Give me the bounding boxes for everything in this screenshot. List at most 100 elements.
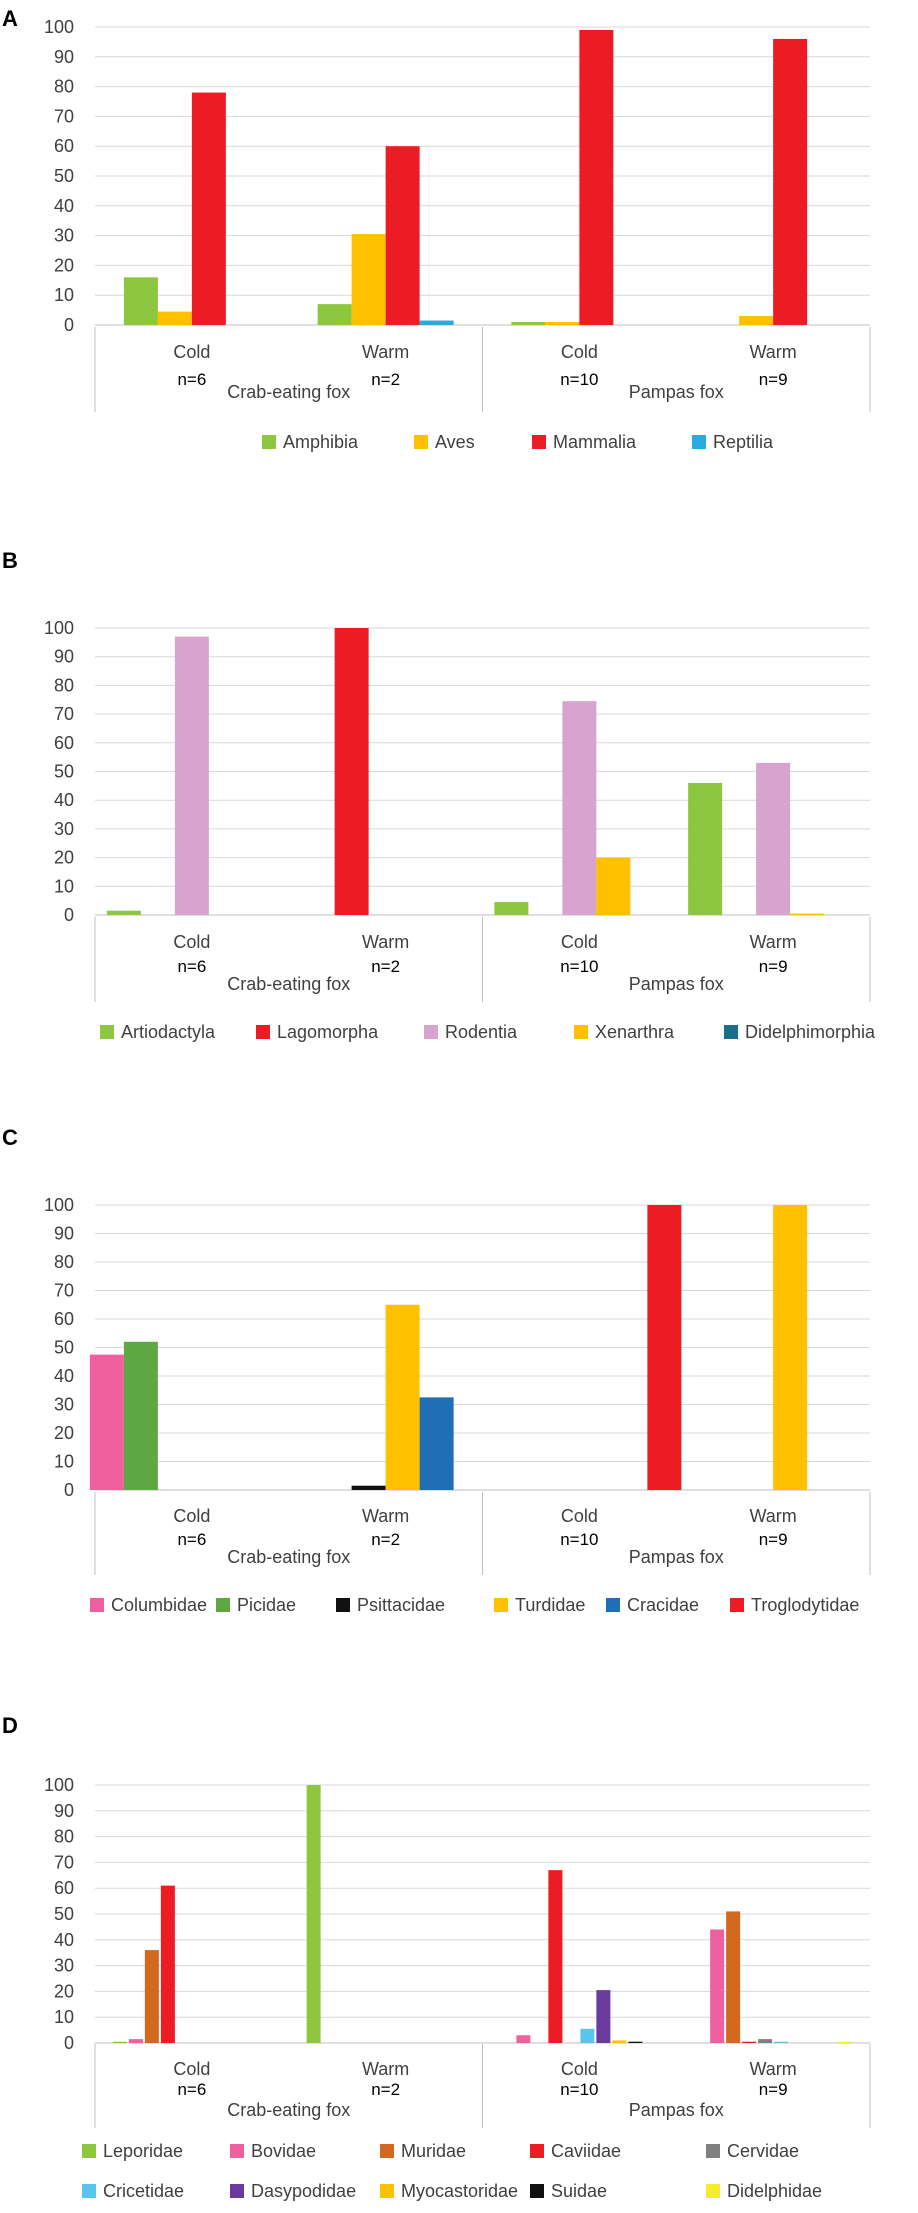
category-label: Cold (173, 2059, 210, 2079)
chart-svg-b: B 0 10 20 30 40 50 60 70 80 90 100 Cold n=6 Warm n=2 Col… (2, 548, 876, 1042)
legend-swatch-cricetidae (82, 2184, 96, 2198)
y-tick-label: 70 (54, 704, 74, 724)
panel-b: B 0 10 20 30 40 50 60 70 80 90 100 Cold n=6 Warm n=2 Col… (0, 540, 918, 1060)
y-tick-label: 50 (54, 762, 74, 782)
bar-caviidae-0 (160, 1885, 175, 2043)
y-tick-label: 50 (54, 1904, 74, 1924)
bar-reptilia-1 (419, 320, 454, 325)
sample-size-label: n=2 (371, 957, 400, 976)
panel-letter-d: D (2, 1713, 18, 1738)
y-tick-label: 10 (54, 876, 74, 896)
legend-swatch-aves (414, 435, 428, 449)
legend-swatch-leporidae (82, 2144, 96, 2158)
y-tick-label: 80 (54, 1252, 74, 1272)
category-label: Warm (362, 342, 409, 362)
bar-rodentia-2 (562, 701, 597, 915)
bar-leporidae-1 (306, 1785, 321, 2043)
y-tick-label: 100 (44, 618, 74, 638)
y-tick-label: 80 (54, 1827, 74, 1847)
legend-label-artiodactyla: Artiodactyla (121, 1022, 216, 1042)
legend-label-aves: Aves (435, 432, 475, 452)
bar-aves-1 (351, 234, 386, 325)
y-tick-label: 50 (54, 166, 74, 186)
legend-swatch-cervidae (706, 2144, 720, 2158)
legend-swatch-didelphidae (706, 2184, 720, 2198)
legend-swatch-lagomorpha (256, 1025, 270, 1039)
group-label: Crab-eating fox (227, 1547, 350, 1567)
legend-label-cracidae: Cracidae (627, 1595, 699, 1615)
bar-turdidae-1 (385, 1304, 420, 1490)
y-tick-label: 60 (54, 733, 74, 753)
legend-label-suidae: Suidae (551, 2181, 607, 2201)
y-tick-label: 60 (54, 136, 74, 156)
sample-size-label: n=9 (759, 957, 788, 976)
legend-swatch-cracidae (606, 1598, 620, 1612)
bar-amphibia-1 (317, 304, 352, 325)
bar-cricetidae-3 (774, 2041, 789, 2043)
y-tick-label: 80 (54, 77, 74, 97)
y-tick-label: 10 (54, 1452, 74, 1472)
category-label: Cold (173, 1506, 210, 1526)
category-label: Cold (561, 342, 598, 362)
y-tick-label: 20 (54, 1981, 74, 2001)
bar-mammalia-1 (385, 146, 420, 325)
group-label: Pampas fox (629, 2100, 724, 2120)
y-tick-label: 0 (64, 1480, 74, 1500)
y-tick-label: 20 (54, 848, 74, 868)
bar-bovidae-2 (516, 2035, 531, 2043)
legend-swatch-muridae (380, 2144, 394, 2158)
legend-label-psittacidae: Psittacidae (357, 1595, 445, 1615)
sample-size-label: n=6 (177, 2080, 206, 2099)
group-label: Pampas fox (629, 1547, 724, 1567)
sample-size-label: n=6 (177, 957, 206, 976)
bar-rodentia-3 (756, 762, 791, 915)
bar-psittacidae-1 (351, 1485, 386, 1490)
y-tick-label: 0 (64, 905, 74, 925)
bar-aves-3 (739, 316, 774, 325)
category-label: Cold (561, 932, 598, 952)
legend-swatch-picidae (216, 1598, 230, 1612)
legend-label-picidae: Picidae (237, 1595, 296, 1615)
legend-label-mammalia: Mammalia (553, 432, 637, 452)
category-label: Cold (173, 342, 210, 362)
legend-swatch-troglodytidae (730, 1598, 744, 1612)
bar-rodentia-0 (174, 636, 209, 915)
legend-swatch-columbidae (90, 1598, 104, 1612)
legend-swatch-bovidae (230, 2144, 244, 2158)
y-tick-label: 20 (54, 1423, 74, 1443)
bar-muridae-0 (144, 1950, 159, 2043)
y-tick-label: 90 (54, 47, 74, 67)
category-label: Cold (173, 932, 210, 952)
sample-size-label: n=10 (560, 957, 598, 976)
legend-label-cervidae: Cervidae (727, 2141, 799, 2161)
legend-label-cricetidae: Cricetidae (103, 2181, 184, 2201)
group-label: Crab-eating fox (227, 974, 350, 994)
legend-swatch-reptilia (692, 435, 706, 449)
category-label: Cold (561, 1506, 598, 1526)
panel-c: C 0 10 20 30 40 50 60 70 80 90 100 Cold n=6 Warm n=2 Col… (0, 1125, 918, 1645)
bar-troglodytidae-2 (647, 1205, 682, 1490)
y-tick-label: 40 (54, 1930, 74, 1950)
legend-swatch-didelphimorphia (724, 1025, 738, 1039)
sample-size-label: n=10 (560, 370, 598, 389)
y-tick-label: 40 (54, 1366, 74, 1386)
legend-swatch-amphibia (262, 435, 276, 449)
chart-svg-d: D0102030405060708090100Coldn=6Warmn=2Col… (2, 1713, 871, 2201)
legend-swatch-xenarthra (574, 1025, 588, 1039)
bar-artiodactyla-2 (494, 902, 529, 915)
chart-svg-a: A 0 10 20 30 40 50 60 70 80 90 100 Cold n=6 Warm n=2 Col… (2, 6, 871, 452)
bar-artiodactyla-0 (106, 910, 141, 915)
y-tick-label: 30 (54, 1395, 74, 1415)
sample-size-label: n=2 (371, 370, 400, 389)
sample-size-label: n=6 (177, 370, 206, 389)
legend-label-myocastoridae: Myocastoridae (401, 2181, 518, 2201)
category-label: Warm (749, 1506, 796, 1526)
legend-label-xenarthra: Xenarthra (595, 1022, 675, 1042)
y-tick-label: 100 (44, 1195, 74, 1215)
bar-aves-2 (545, 322, 580, 325)
legend-label-troglodytidae: Troglodytidae (751, 1595, 859, 1615)
legend-swatch-caviidae (530, 2144, 544, 2158)
panel-letter-c: C (2, 1125, 18, 1150)
y-tick-label: 70 (54, 1852, 74, 1872)
legend-swatch-turdidae (494, 1598, 508, 1612)
